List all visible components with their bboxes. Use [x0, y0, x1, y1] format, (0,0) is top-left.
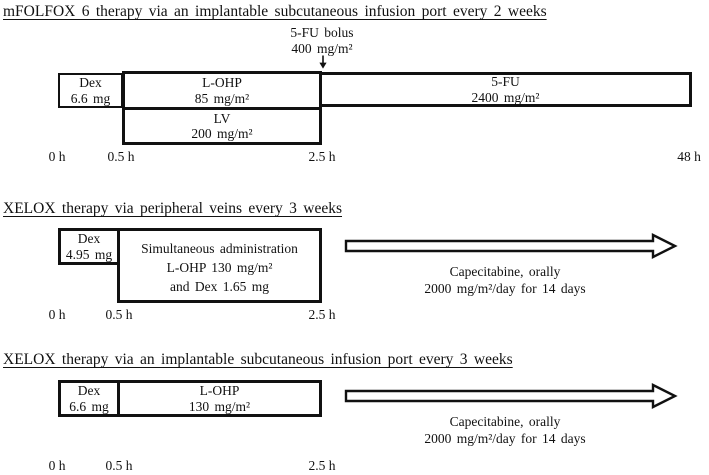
mfolfox-fu-box: 5-FU 2400 mg/m² [319, 72, 692, 107]
section-xelox-port-title: XELOX therapy via an implantable subcuta… [3, 351, 513, 368]
xelox-peripheral-dex-line2: 4.95 mg [65, 246, 113, 262]
mfolfox-fu-line1: 5-FU [491, 74, 520, 89]
mfolfox-time-05h: 0.5 h [107, 149, 135, 164]
mfolfox-dex-line2: 6.6 mg [70, 90, 111, 106]
xelox-port-capecitabine-arrow-icon [344, 383, 678, 409]
bolus-annotation-line1: 5-FU bolus [290, 25, 354, 40]
xelox-port-cap-line2: 2000 mg/m²/day for 14 days [424, 431, 586, 446]
mfolfox-dex-box: Dex 6.6 mg [58, 73, 123, 108]
xelox-peripheral-time-05h: 0.5 h [105, 307, 133, 322]
mfolfox-lohp-line1: L-OHP [202, 75, 242, 90]
xelox-port-dex-box: Dex 6.6 mg [58, 380, 120, 417]
bolus-down-arrow-icon [319, 55, 327, 69]
section-xelox-peripheral-title: XELOX therapy via peripheral veins every… [3, 200, 343, 217]
xelox-port-time-25h: 2.5 h [308, 458, 336, 473]
xelox-peripheral-simultaneous-box: Simultaneous administration L-OHP 130 mg… [117, 228, 322, 303]
mfolfox-lohp-box: L-OHP 85 mg/m² [122, 71, 322, 110]
mfolfox-lohp-line2: 85 mg/m² [194, 90, 250, 106]
xelox-peripheral-dex-line1: Dex [77, 231, 101, 246]
section-mfolfox-title: mFOLFOX 6 therapy via an implantable sub… [3, 3, 547, 20]
xelox-peripheral-capecitabine-arrow-icon [344, 233, 678, 259]
xelox-peripheral-main-line1: Simultaneous administration [141, 241, 298, 256]
mfolfox-lv-line1: LV [213, 110, 231, 126]
mfolfox-lv-box: LV 200 mg/m² [122, 107, 322, 145]
xelox-port-capecitabine-label: Capecitabine, orally 2000 mg/m²/day for … [385, 413, 625, 447]
xelox-peripheral-main-line3: and Dex 1.65 mg [170, 279, 269, 294]
xelox-port-lohp-line1: L-OHP [199, 383, 240, 398]
xelox-peripheral-capecitabine-label: Capecitabine, orally 2000 mg/m²/day for … [385, 263, 625, 297]
mfolfox-time-48h: 48 h [677, 149, 701, 164]
mfolfox-time-0h: 0 h [48, 149, 66, 164]
xelox-port-time-05h: 0.5 h [105, 458, 133, 473]
xelox-port-cap-line1: Capecitabine, orally [449, 414, 561, 429]
xelox-peripheral-time-25h: 2.5 h [308, 307, 336, 322]
xelox-peripheral-main-line2: L-OHP 130 mg/m² [166, 260, 273, 275]
mfolfox-time-25h: 2.5 h [308, 149, 336, 164]
xelox-port-lohp-line2: 130 mg/m² [188, 398, 251, 414]
mfolfox-lv-line2: 200 mg/m² [191, 126, 253, 141]
xelox-port-time-0h: 0 h [48, 458, 66, 473]
mfolfox-dex-line1: Dex [79, 75, 102, 90]
xelox-port-lohp-box: L-OHP 130 mg/m² [117, 380, 322, 417]
bolus-annotation-line2: 400 mg/m² [291, 40, 353, 56]
xelox-peripheral-cap-line1: Capecitabine, orally [449, 264, 561, 279]
mfolfox-fu-line2: 2400 mg/m² [471, 89, 540, 105]
xelox-port-dex-line2: 6.6 mg [69, 398, 109, 414]
xelox-peripheral-cap-line2: 2000 mg/m²/day for 14 days [424, 281, 586, 296]
xelox-peripheral-time-0h: 0 h [48, 307, 66, 322]
xelox-peripheral-dex-box: Dex 4.95 mg [58, 228, 120, 265]
bolus-annotation: 5-FU bolus 400 mg/m² [252, 25, 392, 56]
xelox-port-dex-line1: Dex [77, 383, 101, 398]
